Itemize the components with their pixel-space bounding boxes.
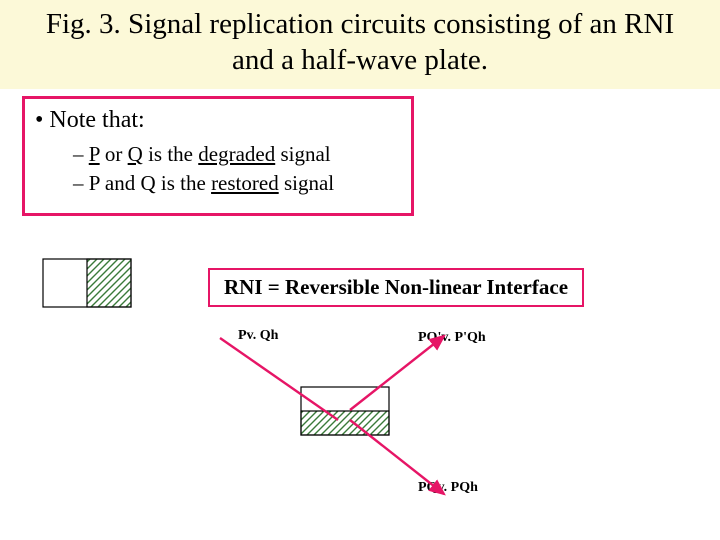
note-line-1: P or Q is the degraded signal (73, 140, 401, 169)
note-degraded: degraded (198, 142, 275, 166)
hatched-box-left (42, 258, 132, 308)
title-band: Fig. 3. Signal replication circuits cons… (0, 0, 720, 89)
note-p: P (89, 142, 100, 166)
note-line-2: P and Q is the restored signal (73, 169, 401, 198)
label-pv-qh: Pv. Qh (238, 328, 278, 344)
label-pqv-pqh: PQv. PQh (418, 480, 478, 496)
note-sublist: P or Q is the degraded signal P and Q is… (73, 140, 401, 199)
figure-title: Fig. 3. Signal replication circuits cons… (30, 6, 690, 79)
note-q: Q (128, 142, 143, 166)
note-restored: restored (211, 171, 279, 195)
note-box: Note that: P or Q is the degraded signal… (22, 96, 414, 216)
rni-definition-box: RNI = Reversible Non-linear Interface (208, 268, 584, 307)
note-heading: Note that: (35, 107, 401, 134)
hatched-box-center (300, 386, 390, 436)
label-pq-prime: PQ'v. P'Qh (418, 330, 486, 346)
